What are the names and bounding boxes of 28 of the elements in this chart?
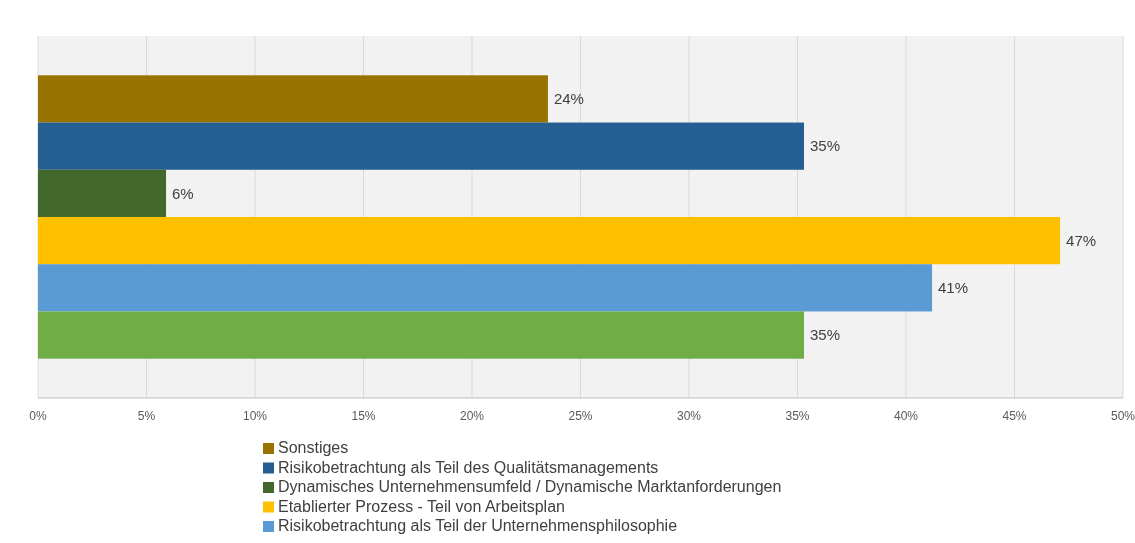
- x-tick-label: 10%: [242, 409, 268, 423]
- bar: [38, 169, 167, 217]
- bar: [38, 264, 933, 312]
- data-label: 35%: [810, 137, 841, 155]
- legend-label: Risikobetrachtung als Teil des Qualitätsmanagements: [278, 458, 659, 476]
- legend-label: Etablierter Prozess - Teil von Arbeitsplan: [278, 497, 565, 515]
- x-tick-label: 5%: [137, 409, 156, 423]
- data-label: 6%: [172, 184, 194, 202]
- x-tick-label: 30%: [676, 409, 702, 423]
- x-tick-label: 15%: [351, 409, 376, 423]
- x-tick-label: 20%: [459, 409, 485, 423]
- bar: [38, 217, 1061, 265]
- data-label: 41%: [938, 279, 969, 297]
- x-tick-label: 25%: [568, 409, 593, 423]
- data-label: 35%: [810, 326, 841, 344]
- bar: [38, 75, 548, 123]
- x-tick-label: 50%: [1110, 409, 1135, 423]
- legend-label: Risikobetrachtung als Teil der Unternehmensphilosophie: [278, 517, 678, 534]
- x-tick-label: 35%: [785, 409, 810, 423]
- x-tick-label: 0%: [29, 409, 47, 423]
- data-label: 47%: [1066, 231, 1097, 249]
- bar: [38, 122, 805, 170]
- x-tick-label: 40%: [893, 409, 919, 423]
- bar: [38, 311, 805, 359]
- legend-label: Dynamisches Unternehmensumfeld / Dynamische Marktanforderungen: [278, 478, 782, 495]
- data-label: 24%: [553, 90, 584, 108]
- x-tick-label: 45%: [1002, 409, 1027, 423]
- legend-label: Sonstiges: [278, 439, 349, 456]
